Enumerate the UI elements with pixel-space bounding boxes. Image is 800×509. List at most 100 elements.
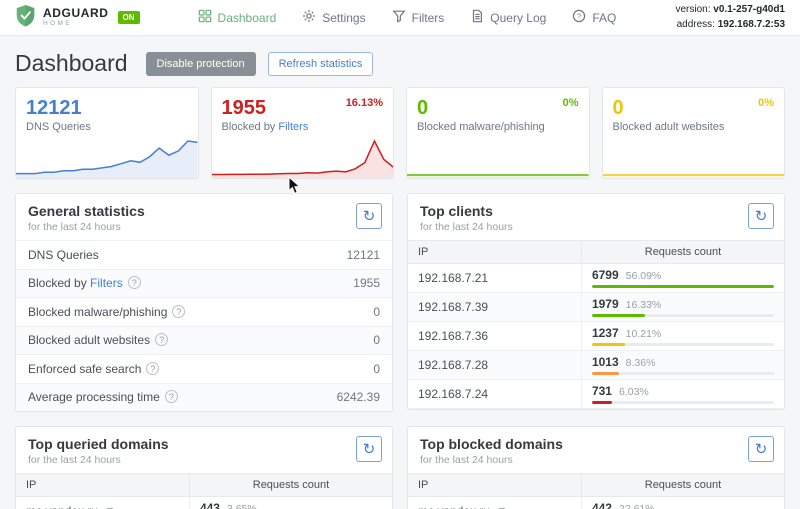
- table-row: 192.168.7.24 731 6.03%: [408, 380, 784, 409]
- requests-cell: 1237 10.21%: [580, 322, 784, 350]
- disable-protection-button[interactable]: Disable protection: [145, 51, 256, 76]
- top-clients-table: IP Requests count 192.168.7.21 6799 56.09…: [408, 240, 784, 409]
- nav-settings[interactable]: Settings: [302, 9, 366, 26]
- table-header: IP Requests count: [408, 473, 784, 497]
- col-header-ip: IP: [418, 479, 429, 491]
- table-row: 192.168.7.36 1237 10.21%: [408, 322, 784, 351]
- stats-row: Blocked malware/phishing? 0: [16, 297, 392, 326]
- sparkline-chart: [211, 134, 393, 178]
- stat-value: 0: [612, 97, 624, 119]
- requests-percent: 16.33%: [625, 299, 662, 311]
- filters-link[interactable]: Filters: [278, 121, 309, 133]
- domain-cell: mc.yandex.ru: [408, 497, 581, 509]
- help-icon[interactable]: ?: [164, 390, 178, 404]
- progress-bar: [591, 372, 774, 375]
- stats-label: Blocked malware/phishing?: [28, 304, 186, 319]
- top-blocked-table: IP Requests count mc.yandex.ru 442 22.61%: [408, 473, 784, 509]
- card-header: Top queried domains for the last 24 hour…: [16, 427, 392, 473]
- requests-count: 1979: [591, 297, 619, 311]
- main-grid-row1: General statistics for the last 24 hours…: [0, 179, 800, 412]
- requests-cell: 442 22.61%: [580, 497, 784, 509]
- stat-cards-row: 12121 DNS Queries 1955 Blocked by Filter…: [0, 87, 800, 179]
- nav-label: FAQ: [592, 10, 617, 25]
- requests-cell: 6799 56.09%: [580, 264, 784, 292]
- stats-value: 0: [373, 333, 380, 348]
- requests-count: 1013: [591, 355, 619, 369]
- stat-label: Blocked by Filters: [221, 121, 309, 133]
- refresh-icon: ↻: [754, 207, 768, 225]
- top-clients-card: Top clients for the last 24 hours ↻ IP R…: [407, 193, 785, 410]
- eye-icon[interactable]: [103, 507, 117, 509]
- stat-card-blocked-adult: 0 Blocked adult websites 0%: [601, 87, 785, 179]
- help-icon[interactable]: ?: [172, 304, 186, 318]
- refresh-card-button[interactable]: ↻: [356, 203, 382, 229]
- help-icon[interactable]: ?: [146, 361, 160, 375]
- svg-text:?: ?: [577, 12, 581, 21]
- refresh-icon: ↻: [362, 207, 376, 225]
- stats-row: Enforced safe search? 0: [16, 354, 392, 383]
- stats-row: Blocked adult websites? 0: [16, 325, 392, 354]
- nav-dashboard[interactable]: Dashboard: [198, 9, 277, 26]
- nav-faq[interactable]: ? FAQ: [572, 9, 616, 26]
- funnel-icon: [392, 9, 406, 26]
- nav-label: Dashboard: [217, 10, 277, 25]
- top-bar: ADGUARD HOME ON Dashboard Settings Filte…: [0, 0, 800, 36]
- stat-card-dns-queries: 12121 DNS Queries: [15, 87, 199, 179]
- refresh-icon: ↻: [362, 440, 376, 458]
- requests-percent: 8.36%: [625, 357, 656, 369]
- requests-cell: 443 3.65%: [188, 497, 392, 509]
- sparkline-chart: [602, 134, 784, 178]
- table-row: mc.yandex.ru 442 22.61%: [408, 497, 784, 509]
- refresh-statistics-button[interactable]: Refresh statistics: [267, 51, 374, 76]
- stat-card-blocked-malware: 0 Blocked malware/phishing 0%: [406, 87, 590, 179]
- card-subtitle: for the last 24 hours: [420, 221, 513, 233]
- nav-label: Query Log: [490, 10, 547, 25]
- requests-cell: 1013 8.36%: [580, 351, 784, 379]
- requests-percent: 22.61%: [618, 503, 655, 509]
- progress-bar: [591, 285, 774, 288]
- table-header: IP Requests count: [408, 240, 784, 264]
- client-ip: 192.168.7.21: [418, 271, 489, 285]
- nav-label: Settings: [322, 10, 366, 25]
- nav-filters[interactable]: Filters: [392, 9, 445, 26]
- card-subtitle: for the last 24 hours: [28, 454, 121, 466]
- help-icon[interactable]: ?: [127, 276, 141, 290]
- filters-link[interactable]: Filters: [90, 276, 123, 291]
- stat-value: 0: [417, 97, 429, 119]
- card-title: Top blocked domains: [420, 436, 563, 452]
- adguard-logo[interactable]: ADGUARD HOME ON: [15, 4, 140, 32]
- table-row: 192.168.7.39 1979 16.33%: [408, 293, 784, 322]
- requests-count: 442: [591, 501, 612, 509]
- stats-label: Blocked by Filters?: [28, 276, 141, 290]
- table-header: IP Requests count: [16, 473, 392, 497]
- page-title: Dashboard: [15, 50, 128, 76]
- stats-row: DNS Queries 12121: [16, 240, 392, 269]
- help-icon[interactable]: ?: [155, 333, 169, 347]
- refresh-card-button[interactable]: ↻: [356, 436, 382, 462]
- nav-query-log[interactable]: Query Log: [470, 9, 546, 26]
- eye-icon[interactable]: [495, 507, 509, 509]
- client-ip: 192.168.7.36: [418, 329, 489, 343]
- requests-count: 6799: [591, 268, 619, 282]
- stats-row: Blocked by Filters? 1955: [16, 268, 392, 297]
- col-header-ip: IP: [418, 246, 429, 258]
- refresh-card-button[interactable]: ↻: [748, 203, 774, 229]
- card-subtitle: for the last 24 hours: [420, 454, 513, 466]
- card-title: General statistics: [28, 203, 145, 219]
- domain-name: mc.yandex.ru: [418, 504, 490, 509]
- stat-label: DNS Queries: [26, 121, 91, 133]
- stats-label: Average processing time?: [28, 390, 178, 404]
- table-row: 192.168.7.28 1013 8.36%: [408, 351, 784, 380]
- requests-percent: 6.03%: [618, 386, 649, 398]
- main-grid-row2: Top queried domains for the last 24 hour…: [0, 412, 800, 509]
- stats-label: Enforced safe search?: [28, 361, 160, 376]
- card-title: Top queried domains: [28, 436, 169, 452]
- main-nav: Dashboard Settings Filters Query Log ? F…: [198, 9, 616, 26]
- stat-label: Blocked malware/phishing: [417, 121, 545, 133]
- stats-value: 12121: [346, 247, 380, 262]
- domain-cell: mc.yandex.ru: [16, 497, 189, 509]
- nav-label: Filters: [411, 10, 445, 25]
- col-header-requests: Requests count: [580, 241, 784, 263]
- client-ip: 192.168.7.39: [418, 300, 489, 314]
- refresh-card-button[interactable]: ↻: [748, 436, 774, 462]
